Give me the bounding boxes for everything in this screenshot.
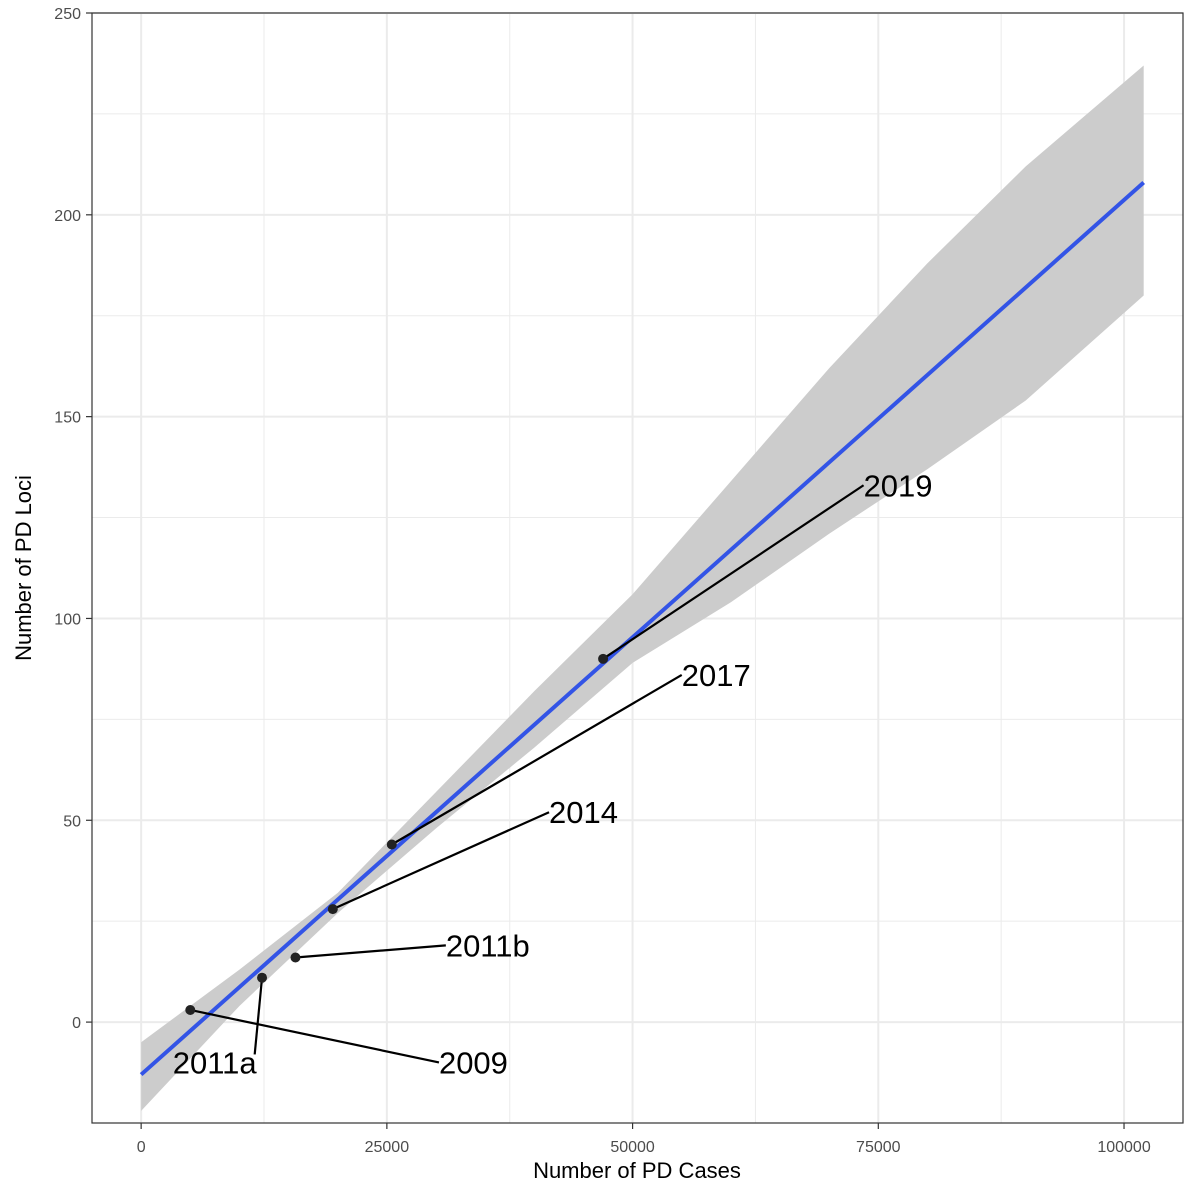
leader-line [295,944,446,959]
point-label: 2019 [864,468,933,503]
data-point [257,972,268,983]
y-tick-label: 0 [72,1015,81,1032]
leader-line [391,674,683,846]
y-tick-label: 150 [54,410,81,427]
point-label: 2014 [549,795,618,830]
leader-line [332,811,550,911]
point-labels: 2009 2011a 2011b 2014 2017 2019 [173,468,933,1080]
y-tick-label: 200 [54,208,81,225]
fit-line [139,181,1146,1077]
x-tick-label: 75000 [856,1139,901,1156]
regression-line [139,181,1146,1077]
y-tick-label: 100 [54,611,81,628]
data-point [185,1004,196,1015]
x-tick-label: 25000 [365,1139,410,1156]
point-label: 2017 [682,658,751,693]
point-label: 2011a [173,1045,258,1080]
panel-border [91,12,1184,1124]
point-label: 2011b [446,928,530,963]
x-tick-label: 0 [137,1139,146,1156]
x-tick-label: 100000 [1097,1139,1150,1156]
x-axis-ticks: 0 25000 50000 75000 100000 [137,1123,1151,1156]
data-points [185,653,609,1015]
data-point [598,653,609,664]
point-label: 2009 [439,1045,508,1080]
x-axis-title: Number of PD Cases [533,1158,741,1183]
y-tick-label: 50 [63,813,81,830]
leader-line [253,977,264,1055]
leader-line [190,1008,440,1064]
x-tick-label: 50000 [610,1139,655,1156]
label-leader-lines [190,484,865,1064]
data-point [290,952,301,963]
y-axis-title: Number of PD Loci [11,475,36,661]
data-point [327,904,338,915]
y-axis-ticks: 0 50 100 150 200 250 [54,6,92,1032]
leader-line [602,484,865,660]
y-tick-label: 250 [54,6,81,23]
data-point [386,839,397,850]
